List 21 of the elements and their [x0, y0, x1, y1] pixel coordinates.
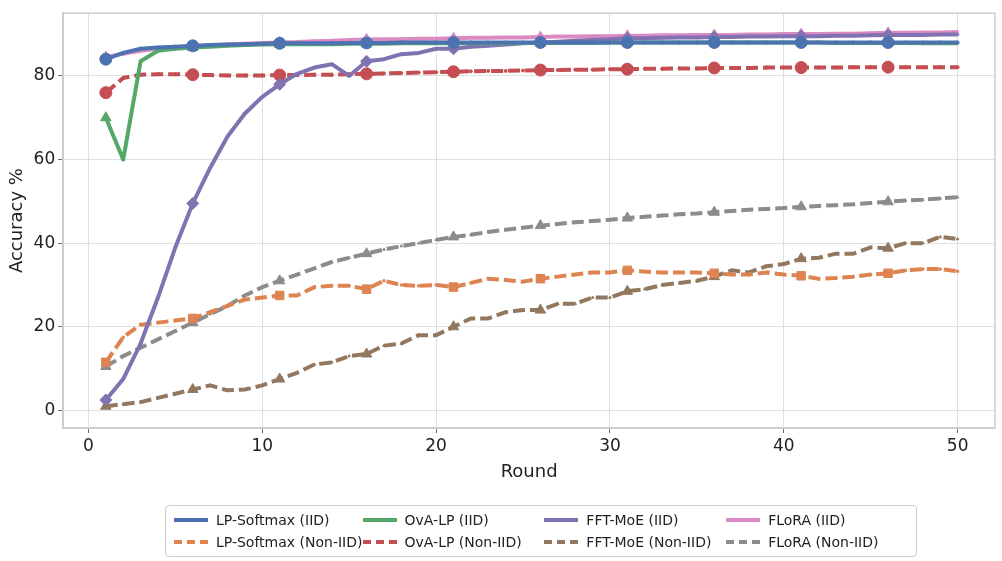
legend-label: LP-Softmax (IID) — [216, 512, 330, 528]
x-axis-title: Round — [500, 459, 558, 481]
y-tick-label: 20 — [33, 315, 56, 336]
x-tick-label: 30 — [599, 434, 621, 455]
y-axis-title: Accuracy % — [5, 168, 27, 274]
legend-label: FFT-MoE (IID) — [586, 512, 679, 528]
y-tick-label: 0 — [44, 398, 56, 419]
legend-label: FLoRA (IID) — [768, 512, 846, 528]
x-tick-label: 50 — [946, 434, 969, 455]
legend-label: OvA-LP (Non-IID) — [404, 534, 522, 550]
legend-label: OvA-LP (IID) — [404, 512, 489, 528]
legend-label: LP-Softmax (Non-IID) — [216, 534, 363, 550]
legend-label: FLoRA (Non-IID) — [768, 534, 879, 550]
y-tick-label: 40 — [33, 231, 56, 252]
x-tick-label: 40 — [772, 434, 795, 455]
y-tick-label: 80 — [33, 64, 56, 85]
y-tick-label: 60 — [33, 147, 56, 168]
x-tick-label: 20 — [425, 434, 447, 455]
x-tick-label: 10 — [251, 434, 274, 455]
legend-label: FFT-MoE (Non-IID) — [586, 534, 712, 550]
x-tick-label: 0 — [83, 434, 94, 455]
